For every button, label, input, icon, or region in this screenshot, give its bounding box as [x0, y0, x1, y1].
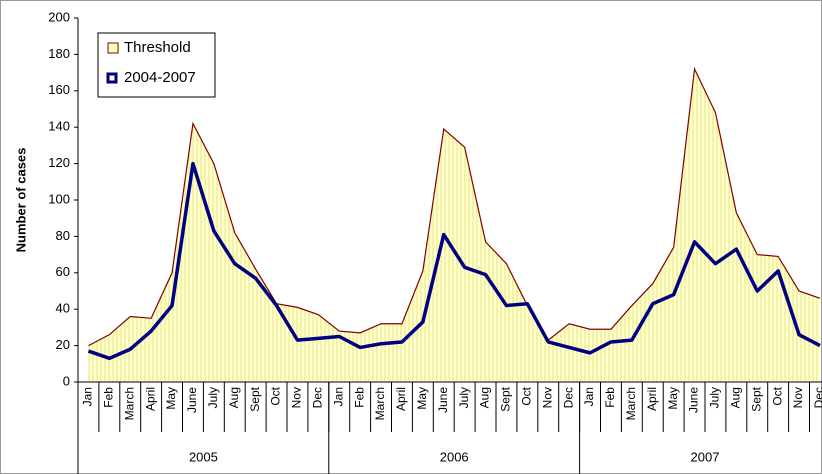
x-tick-label: Nov [540, 387, 554, 408]
x-tick-label: Aug [729, 387, 743, 408]
year-label: 2007 [691, 449, 720, 464]
x-tick-label: Oct [770, 386, 784, 405]
y-tick-label: 20 [56, 337, 70, 352]
x-tick-label: April [143, 387, 157, 411]
x-tick-label: Sept [499, 386, 513, 411]
x-tick-label: Nov [290, 387, 304, 408]
x-tick-label: Jan [582, 387, 596, 406]
legend-label: 2004-2007 [124, 69, 196, 86]
y-tick-label: 0 [63, 373, 70, 388]
x-tick-label: April [645, 387, 659, 411]
x-tick-label: Nov [791, 387, 805, 408]
y-tick-label: 80 [56, 228, 70, 243]
x-tick-label: April [394, 387, 408, 411]
plot: 0 20 40 60 80 100 120 140 160 180 200 Jan Feb March Ap… [48, 9, 822, 474]
x-tick-label: Feb [102, 387, 116, 408]
y-tick-label: 140 [48, 119, 70, 134]
x-tick-label: Sept [749, 386, 763, 411]
x-tick-label: Jan [81, 387, 95, 406]
y-tick-label: 40 [56, 301, 70, 316]
x-tick-label: Feb [352, 387, 366, 408]
year-label: 2006 [440, 449, 469, 464]
series-line [87, 161, 821, 361]
y-tick-label: 120 [48, 155, 70, 170]
legend-label: Threshold [124, 39, 191, 56]
x-tick-label: Oct [520, 386, 534, 405]
x-tick-label: Jan [331, 387, 345, 406]
x-tick-label: May [666, 387, 680, 410]
x-tick-label: June [436, 387, 450, 413]
x-tick-label: July [457, 387, 471, 408]
legend-swatch [107, 42, 119, 54]
y-tick-label: 200 [48, 9, 70, 24]
x-tick-label: Dec [311, 387, 325, 408]
x-tick-label: Aug [478, 387, 492, 408]
x-tick-label: May [164, 387, 178, 410]
x-tick-label: June [185, 387, 199, 413]
x-tick-label: Sept [248, 386, 262, 411]
y-tick-label: 60 [56, 264, 70, 279]
y-tick-label: 180 [48, 46, 70, 61]
x-tick-label: July [708, 387, 722, 408]
legend: Threshold 2004-2007 [97, 32, 216, 98]
x-tick-label: May [415, 387, 429, 410]
area-fill [88, 68, 820, 383]
x-tick-label: Oct [269, 386, 283, 405]
x-tick-label: June [687, 387, 701, 413]
x-tick-label: July [206, 387, 220, 408]
x-tick-label: Feb [603, 387, 617, 408]
y-axis-label: Number of cases [13, 148, 28, 253]
legend-swatch [106, 72, 118, 84]
x-tick-label: March [122, 387, 136, 420]
x-tick-label: March [624, 387, 638, 420]
x-tick-label: Aug [227, 387, 241, 408]
x-tick-label: Dec [561, 387, 575, 408]
x-tick-label: Dec [812, 387, 822, 408]
x-tick-label: March [373, 387, 387, 420]
y-tick-label: 100 [48, 191, 70, 206]
area-line [88, 66, 821, 347]
y-tick-label: 160 [48, 82, 70, 97]
year-label: 2005 [189, 449, 218, 464]
